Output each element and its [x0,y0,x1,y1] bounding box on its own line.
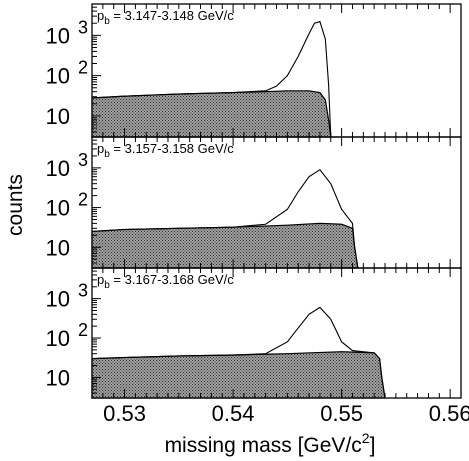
y-tick-label: 10 [46,235,70,260]
y-tick-label-base: 10 [46,365,70,390]
y-tick-label: 10 2 [46,58,89,89]
y-tick-label-base: 10 [46,104,70,129]
panel-label-text: = 3.157-3.158 GeV/c [110,141,234,156]
y-tick-label-exp: 3 [78,150,88,170]
panel-label-sub: b [104,280,110,291]
shaded-histogram [91,351,386,399]
panel-3: 10 3 10 2 10 pb = 3.167-3.168 GeV/c [46,267,462,399]
y-tick-label: 10 3 [46,281,89,312]
x-axis: 0.53 0.54 0.55 0.56 [103,401,469,426]
y-tick-label-base: 10 [46,156,70,181]
panel-label-sub: b [104,149,110,160]
x-axis-label-sup: 2 [362,430,370,446]
y-tick-label-exp: 2 [78,190,88,210]
panel-label-text: = 3.147-3.148 GeV/c [110,8,234,23]
y-tick-label-base: 10 [46,287,70,312]
panel-label-text: = 3.167-3.168 GeV/c [110,272,234,287]
panel-label-p: p [97,8,104,23]
panel-label-p: p [97,141,104,156]
y-tick-label: 10 2 [46,190,89,221]
panel-momentum-label: pb = 3.167-3.168 GeV/c [97,272,234,291]
total-histogram-line [91,20,332,138]
x-axis-label: missing mass [GeV/c2] [165,430,376,457]
y-axis-label: counts [4,174,27,236]
y-tick-label: 10 [46,365,70,390]
x-tick-label: 0.54 [212,401,255,426]
x-tick-label: 0.53 [103,401,146,426]
x-axis-label-main: missing mass [GeV/c [165,434,362,457]
panel-label-sub: b [104,16,110,27]
y-tick-label-base: 10 [46,235,70,260]
y-tick-label: 10 3 [46,150,89,181]
y-tick-label-exp: 3 [78,17,88,37]
x-tick-label: 0.55 [320,401,363,426]
y-tick-label-exp: 3 [78,281,88,301]
y-tick-label-base: 10 [46,23,70,48]
panel-momentum-label: pb = 3.147-3.148 GeV/c [97,8,234,27]
y-tick-label: 10 3 [46,17,89,48]
shaded-histogram [91,90,332,138]
y-tick-label-base: 10 [46,326,70,351]
panel-1: 10 3 10 2 10 pb = 3.147-3.148 GeV/c [46,3,462,138]
x-axis-label-tail: ] [370,434,376,457]
x-tick-label: 0.56 [429,401,469,426]
panel-momentum-label: pb = 3.157-3.158 GeV/c [97,141,234,160]
y-tick-label: 10 [46,104,70,129]
total-histogram-line [91,168,359,269]
total-histogram-line [91,306,386,399]
y-tick-label-exp: 2 [78,58,88,78]
y-tick-label-base: 10 [46,64,70,89]
y-tick-label-base: 10 [46,196,70,221]
panel-2: 10 3 10 2 10 pb = 3.157-3.158 GeV/c [46,136,462,269]
y-tick-label: 10 2 [46,320,89,351]
panel-label-p: p [97,272,104,287]
y-tick-label-exp: 2 [78,320,88,340]
shaded-histogram [91,222,359,269]
